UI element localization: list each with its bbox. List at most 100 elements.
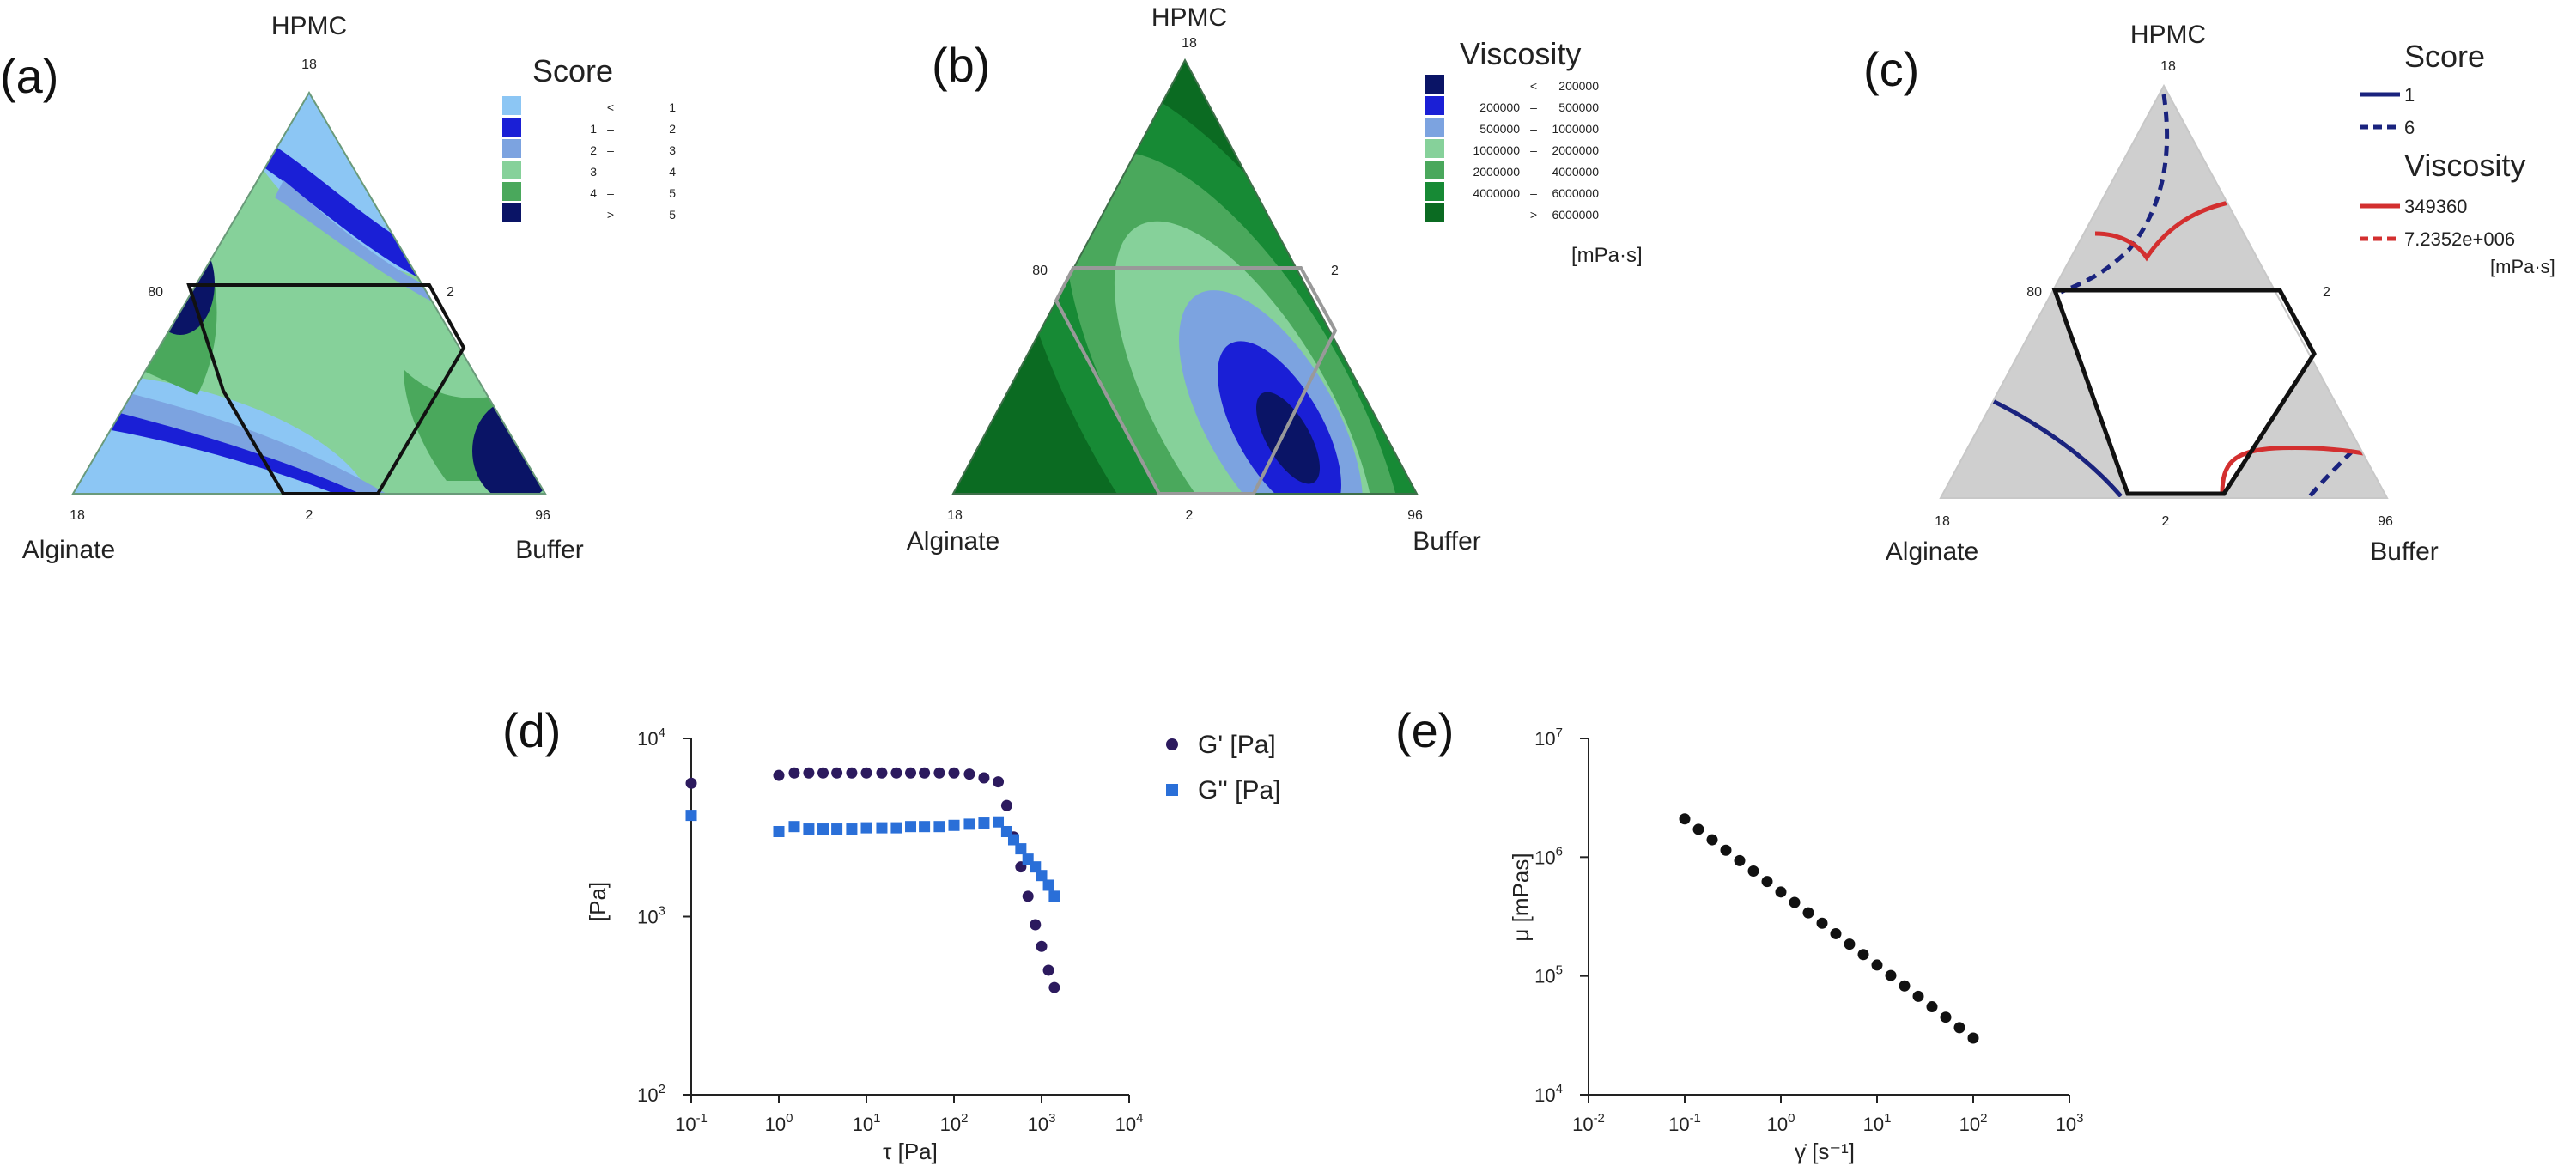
edge-tick-right-b: 2: [1331, 264, 1339, 278]
point-gprime-0: [685, 777, 697, 789]
panel-c: (c) HPMC 18 80 2 18 2 96 Alginate Buffer…: [1863, 21, 2555, 566]
plot-e-xtick-label-2: 100: [1767, 1111, 1795, 1135]
panel-b: (b) HPMC 18 80 2 18 2 96 Alginate Buffer…: [907, 3, 1643, 556]
point-gdprime-19: [1015, 843, 1027, 855]
legend-b-row-lo-3: 1000000: [1473, 143, 1520, 157]
legend-a-row-lo-3: 3: [590, 165, 597, 179]
vertex-top-label-c: HPMC: [2130, 21, 2206, 49]
point-gprime-11: [919, 767, 931, 779]
point-gdprime-4: [817, 823, 829, 835]
panel-e: (e) 10-2 10-1 100 101 102 103 104 105 106 107 μ […: [1395, 703, 2083, 1164]
point-mu-20: [1953, 1022, 1965, 1034]
point-mu-7: [1775, 886, 1787, 898]
point-gprime-24: [1048, 981, 1060, 993]
point-mu-6: [1761, 876, 1773, 888]
constraint-hexagon-b: [1054, 266, 1338, 495]
legend-b-row-lo-4: 2000000: [1473, 165, 1520, 179]
point-gdprime-3: [803, 823, 815, 835]
legend-b-row-swatch-5: [1425, 182, 1444, 201]
plot-d: 10-1 100 101 102 103 104 102 103 104: [637, 726, 1143, 1135]
ternary-contour-a: [73, 93, 545, 494]
panel-label-d: (d): [502, 703, 561, 757]
point-gdprime-22: [1036, 870, 1048, 882]
vertex-right-label-a: Buffer: [515, 536, 584, 564]
xlabel-d: τ [Pa]: [883, 1139, 938, 1164]
ylabel-e: μ [mPas]: [1508, 853, 1534, 941]
plot-e-ytick-label-0: 104: [1534, 1082, 1563, 1106]
vertex-left-value-b: 18: [947, 508, 963, 523]
point-mu-5: [1747, 865, 1759, 878]
point-gdprime-23: [1042, 879, 1054, 891]
point-gprime-22: [1036, 940, 1048, 952]
ylabel-d: [Pa]: [585, 882, 611, 921]
vertex-left-label-b: Alginate: [907, 527, 999, 556]
vertex-right-label-b: Buffer: [1413, 527, 1481, 556]
vertex-top-label-b: HPMC: [1151, 3, 1227, 32]
legend-label-gdprime: G'' [Pa]: [1198, 776, 1281, 805]
plot-d-xtick-label-0: 10-1: [675, 1111, 708, 1135]
region-a-gt5-right: [472, 399, 545, 494]
point-mu-0: [1679, 813, 1691, 825]
panel-d: (d) 10-1 100 101 102 103 104 102 103 104 [Pa] τ …: [502, 703, 1281, 1164]
vertex-left-label-a: Alginate: [22, 536, 115, 564]
point-gprime-20: [1022, 890, 1034, 902]
point-gprime-6: [846, 767, 858, 779]
plot-e-xtick-label-3: 101: [1863, 1111, 1892, 1135]
point-gprime-1: [773, 769, 785, 781]
visc-line-349360-bottom-c: [2220, 446, 2372, 495]
point-gprime-10: [905, 767, 917, 779]
vertex-left-value-a: 18: [70, 508, 85, 523]
legend-a-row-swatch-4: [502, 182, 521, 201]
constraint-hexagon-a: [186, 283, 466, 495]
legend-b-row-hi-5: 6000000: [1552, 186, 1599, 200]
plot-d-xtick-label-3: 102: [940, 1111, 969, 1135]
point-gprime-5: [831, 767, 843, 779]
point-mu-8: [1789, 896, 1801, 908]
point-mu-1: [1692, 823, 1704, 835]
edge-tick-bottom-c: 2: [2162, 514, 2170, 529]
panel-label-e: (e): [1395, 703, 1454, 757]
legend-b-row-hi-4: 4000000: [1552, 165, 1599, 179]
legend-score-solid-label-c: 1: [2404, 84, 2415, 106]
point-gdprime-2: [788, 821, 800, 833]
legend-d: G' [Pa] G'' [Pa]: [1166, 731, 1281, 805]
point-gdprime-5: [831, 823, 843, 835]
legend-a-row-lo-2: 2: [590, 143, 597, 157]
point-gprime-3: [803, 767, 815, 779]
legend-a-row-swatch-1: [502, 118, 521, 137]
point-mu-4: [1734, 854, 1746, 866]
legend-title-a: Score: [532, 53, 613, 88]
legend-a-row-swatch-5: [502, 203, 521, 222]
point-gdprime-16: [993, 816, 1005, 828]
legend-a-row-hi-1: 2: [669, 122, 676, 136]
legend-b-row-hi-1: 500000: [1558, 100, 1599, 114]
constraint-polygon-c: [2051, 288, 2317, 496]
panel-label-a: (a): [0, 49, 58, 103]
legend-visc-unit-c: [mPa·s]: [2490, 256, 2555, 277]
legend-a-row-swatch-0: [502, 96, 521, 115]
edge-tick-bottom-a: 2: [306, 508, 313, 523]
legend-a-row-op-2: –: [607, 143, 614, 157]
legend-b-row-op-6: >: [1530, 208, 1537, 222]
edge-tick-left-b: 80: [1032, 264, 1048, 278]
vertex-right-value-c: 96: [2378, 514, 2393, 529]
point-gprime-2: [788, 767, 800, 779]
legend-a-row-hi-2: 3: [669, 143, 676, 157]
edge-tick-left-a: 80: [148, 285, 163, 300]
plot-e-ytick-label-1: 105: [1534, 963, 1563, 987]
legend-marker-gprime: [1166, 738, 1178, 750]
point-gdprime-18: [1007, 834, 1019, 846]
legend-b-row-swatch-4: [1425, 161, 1444, 179]
legend-b-row-lo-5: 4000000: [1473, 186, 1520, 200]
band-a-top-mid: [275, 180, 447, 309]
legend-b-row-hi-2: 1000000: [1552, 122, 1599, 136]
panel-label-b: (b): [932, 38, 990, 92]
point-gdprime-24: [1048, 890, 1060, 902]
legend-a-row-lo-4: 4: [590, 186, 597, 200]
point-mu-16: [1899, 980, 1911, 992]
point-gprime-15: [978, 772, 990, 784]
point-gprime-17: [1000, 799, 1012, 811]
legend-b-row-hi-3: 2000000: [1552, 143, 1599, 157]
point-gdprime-11: [919, 821, 931, 833]
legend-a-row-op-5: >: [607, 208, 614, 222]
